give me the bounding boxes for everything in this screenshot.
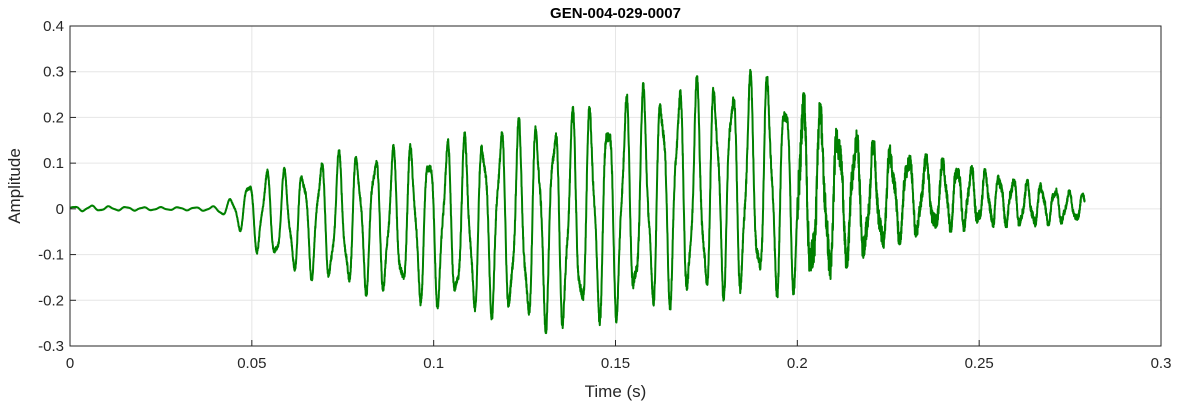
grid (69, 25, 1162, 347)
y-tick-label: 0 (56, 201, 64, 218)
y-axis: -0.3 -0.2 -0.1 0 0.1 0.2 0.3 0.4 (38, 18, 76, 355)
y-tick-label: 0.4 (43, 18, 64, 35)
x-tick-label: 0 (66, 355, 74, 372)
y-tick-label: 0.2 (43, 109, 64, 126)
y-tick-label: 0.3 (43, 64, 64, 81)
x-tick-label: 0.05 (237, 355, 266, 372)
y-axis-label: Amplitude (5, 148, 24, 224)
x-tick-label: 0.1 (423, 355, 444, 372)
x-tick-label: 0.3 (1151, 355, 1172, 372)
x-axis-label: Time (s) (585, 382, 647, 401)
chart-title: GEN-004-029-0007 (550, 5, 681, 22)
x-tick-label: 0.15 (601, 355, 630, 372)
x-tick-label: 0.25 (965, 355, 994, 372)
plot-area (69, 68, 1086, 335)
x-tick-label: 0.2 (787, 355, 808, 372)
x-axis: 0 0.05 0.1 0.15 0.2 0.25 0.3 (66, 340, 1172, 372)
y-tick-label: -0.1 (38, 247, 64, 264)
y-tick-label: -0.3 (38, 338, 64, 355)
amplitude-line (69, 68, 1086, 335)
y-tick-label: 0.1 (43, 155, 64, 172)
y-tick-label: -0.2 (38, 292, 64, 309)
